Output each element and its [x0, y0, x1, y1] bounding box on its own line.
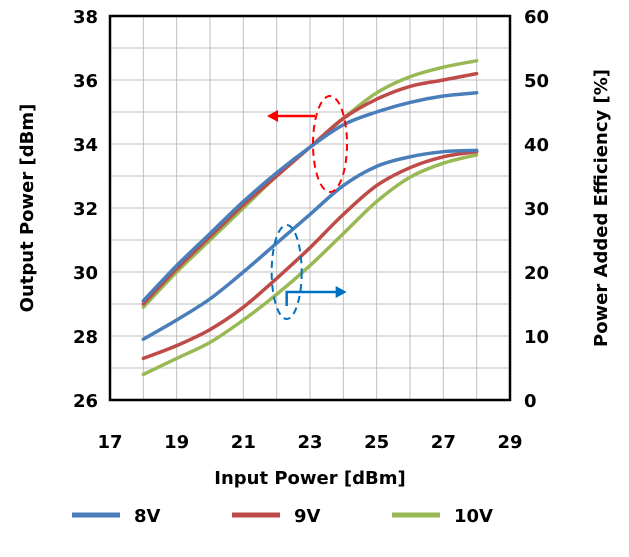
y-left-tick-label: 28 [73, 327, 98, 348]
y-right-tick-label: 40 [524, 135, 549, 156]
series-line-pae-9V [141, 149, 479, 361]
legend-label-8V: 8V [134, 506, 161, 527]
y-left-tick-label: 36 [73, 71, 98, 92]
y-left-tick-label: 30 [73, 263, 98, 284]
x-tick-label: 19 [164, 432, 189, 453]
y-right-tick-label: 30 [524, 199, 549, 220]
x-tick-label: 25 [364, 432, 389, 453]
arrow-left-head [267, 110, 278, 122]
arrow-right-shaft [285, 290, 337, 306]
annotations [267, 95, 348, 320]
legend: 8V 9V 10V [72, 506, 493, 527]
y-left-tick-label: 34 [73, 135, 98, 156]
y-axis-right-title: Power Added Efficiency [%] [591, 69, 612, 347]
x-tick-label: 29 [497, 432, 522, 453]
y-axis-left-title: Output Power [dBm] [17, 104, 38, 313]
series-layer [141, 59, 479, 377]
grid [109, 15, 511, 401]
plot-frame [108, 14, 512, 402]
y-right-tick-label: 0 [524, 391, 537, 412]
legend-label-10V: 10V [454, 506, 493, 527]
x-axis-title: Input Power [dBm] [214, 468, 405, 489]
arrow-right-head [335, 286, 347, 298]
tick-labels: 17 19 21 23 25 27 29 26 28 30 32 34 36 38 0 10 20 30 40 50 6… [73, 7, 549, 453]
x-tick-label: 21 [231, 432, 256, 453]
x-tick-label: 23 [297, 432, 322, 453]
x-tick-label: 27 [431, 432, 456, 453]
y-right-tick-label: 20 [524, 263, 549, 284]
annotation-ellipse [312, 95, 348, 193]
y-right-tick-label: 10 [524, 327, 549, 348]
y-right-tick-label: 60 [524, 7, 549, 28]
y-left-tick-label: 26 [73, 391, 98, 412]
annotation-ellipse [270, 224, 303, 320]
x-tick-label: 17 [97, 432, 122, 453]
series-line-output-8V [141, 91, 479, 303]
y-right-tick-label: 50 [524, 71, 549, 92]
y-left-tick-label: 38 [73, 7, 98, 28]
series-line-pae-8V [141, 148, 479, 341]
y-left-tick-label: 32 [73, 199, 98, 220]
series-line-pae-10V [141, 153, 479, 377]
legend-label-9V: 9V [294, 506, 321, 527]
